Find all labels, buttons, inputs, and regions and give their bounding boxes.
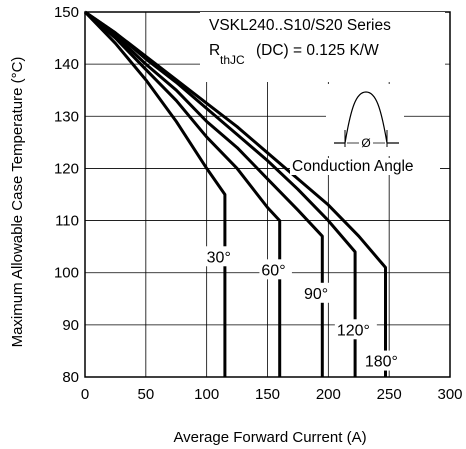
series-curve [84,10,282,377]
series-title: VSKL240..S10/S20 Series [209,17,391,34]
series-labels: 30° 60° 90° 120° 180° [204,246,405,371]
y-tick-label: 150 [54,4,79,21]
x-tick-label: 250 [377,386,402,403]
rth-value: (DC) = 0.125 K/W [256,42,379,59]
y-tick-label: 120 [54,160,79,177]
series-label-background [302,282,335,303]
series-label: 120° [337,322,370,339]
series-curve [83,10,227,377]
y-axis-title: Maximum Allowable Case Temperature (°C) [9,57,26,348]
x-tick-label: 150 [255,386,280,403]
series-label-background [362,350,405,371]
series-label: 180° [365,354,398,371]
x-tick-label: 300 [437,386,462,403]
series-curve [84,10,324,377]
curves [83,10,387,377]
x-tick-labels: 0 50 100 150 200 250 300 [81,386,463,403]
conduction-angle-background [290,158,440,175]
rth-symbol: R [209,42,220,59]
annotation-background [200,12,445,82]
series-label-background [259,259,292,280]
series-label: 60° [261,262,285,279]
conduction-angle-inset: Ø Conduction Angle [290,84,440,175]
y-tick-label: 130 [54,108,79,125]
x-axis-title: Average Forward Current (A) [173,429,366,446]
rth-subscript: thJC [220,53,245,67]
y-tick-label: 80 [62,369,79,386]
phi-symbol: Ø [361,136,370,150]
x-tick-label: 50 [137,386,154,403]
y-tick-label: 140 [54,56,79,73]
x-tick-label: 200 [316,386,341,403]
series-label: 90° [304,286,328,303]
half-sine-icon [334,91,399,144]
x-tick-label: 0 [81,386,89,403]
y-tick-label: 110 [55,213,79,230]
series-curve [84,10,387,377]
phi-background [359,135,373,149]
annotation-box: VSKL240..S10/S20 Series R thJC (DC) = 0.… [200,12,445,82]
y-tick-label: 90 [62,317,79,334]
y-tick-labels: 80 90 100 110 120 130 140 150 [54,4,79,386]
y-tick-label: 100 [54,265,79,282]
conduction-angle-label: Conduction Angle [292,158,414,175]
series-label-background [204,246,238,267]
series-label: 30° [207,249,231,266]
series-label-background [334,319,377,340]
x-tick-label: 100 [194,386,219,403]
